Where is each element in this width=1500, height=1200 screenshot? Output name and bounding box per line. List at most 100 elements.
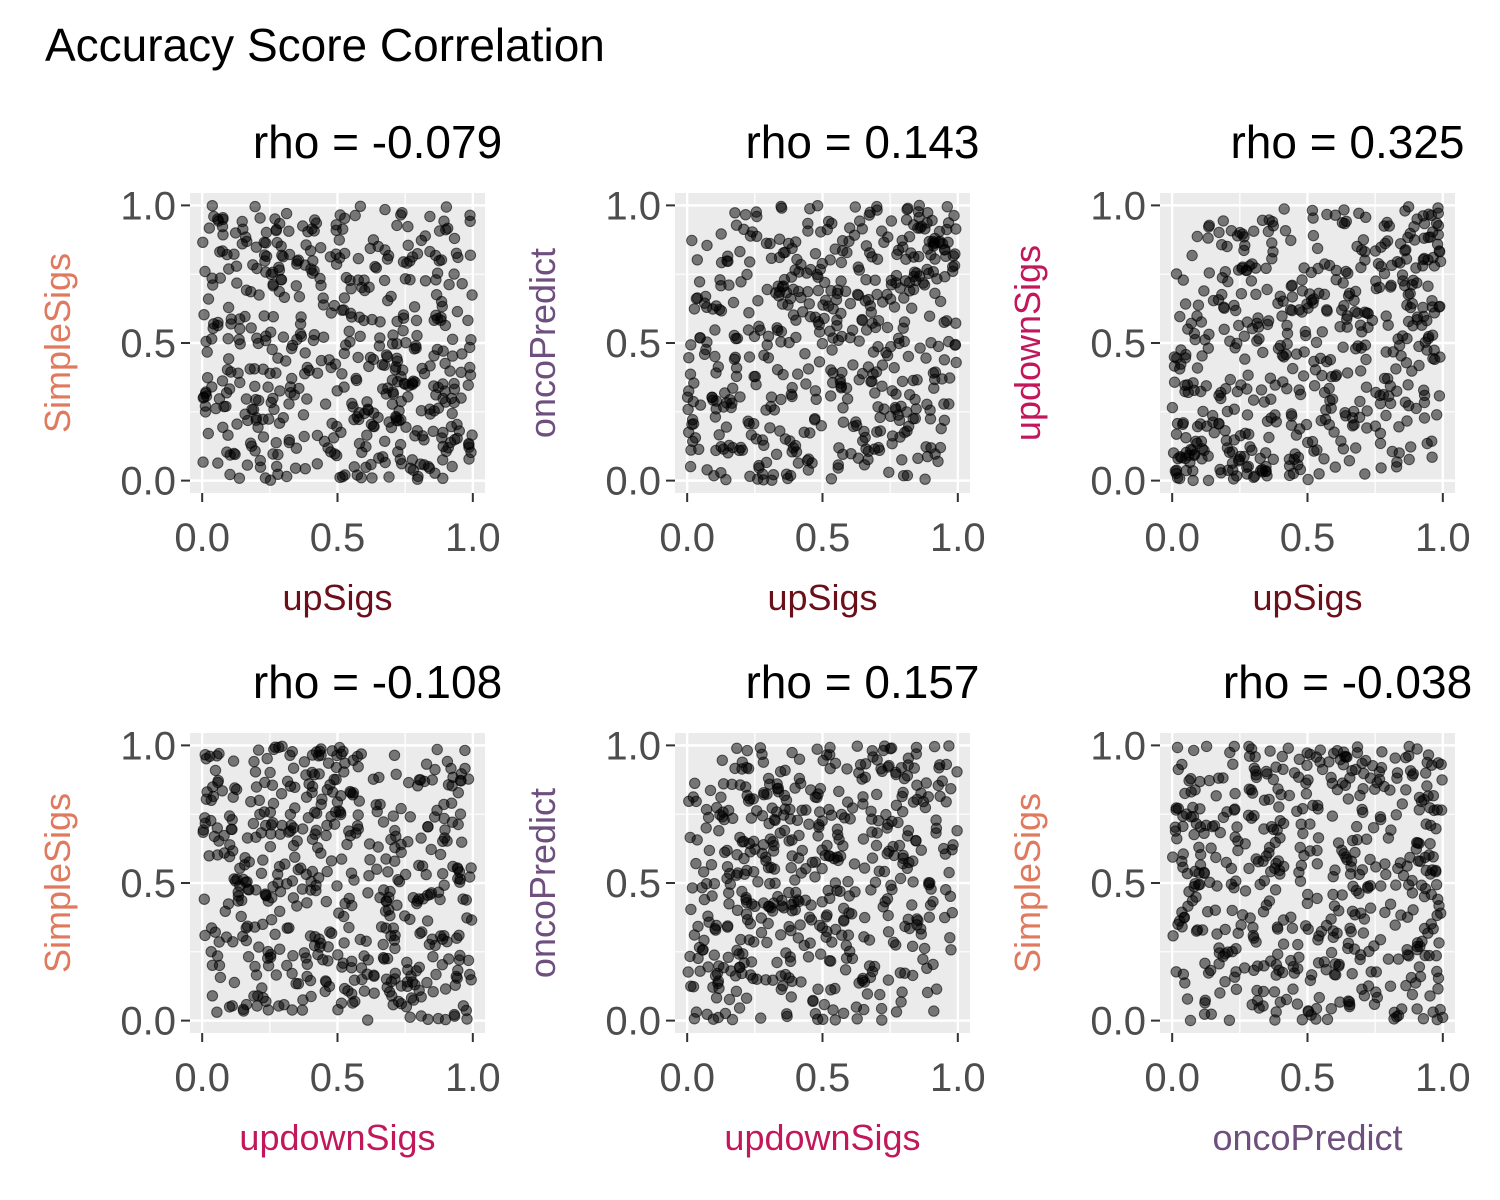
data-point: [355, 962, 368, 974]
data-point: [445, 797, 458, 809]
data-point: [436, 300, 448, 313]
data-point: [901, 862, 913, 874]
data-point: [1405, 441, 1417, 453]
data-point: [767, 469, 780, 481]
data-point: [924, 404, 936, 416]
data-point: [813, 356, 826, 368]
data-point: [701, 239, 713, 252]
data-point: [913, 199, 925, 212]
data-point: [1202, 474, 1215, 487]
data-point: [1326, 810, 1339, 822]
data-point: [1235, 919, 1247, 931]
data-point: [1380, 310, 1392, 322]
data-point: [1360, 833, 1373, 845]
data-point: [1426, 451, 1438, 463]
data-point: [875, 1002, 888, 1015]
data-point: [452, 964, 464, 976]
data-point: [837, 402, 849, 414]
data-point: [827, 303, 839, 315]
data-point: [733, 1002, 746, 1014]
y-axis-label: SimpleSigs: [37, 253, 78, 433]
data-point: [222, 301, 235, 314]
data-point: [1286, 291, 1299, 303]
data-point: [289, 781, 301, 793]
data-point: [859, 771, 871, 783]
data-point: [1371, 991, 1384, 1004]
data-point: [395, 802, 407, 815]
data-point: [1253, 333, 1265, 345]
data-point: [871, 288, 883, 301]
data-point: [1374, 934, 1387, 946]
data-point: [1177, 417, 1190, 429]
data-point: [1202, 232, 1214, 244]
data-point: [362, 887, 374, 899]
data-point: [367, 353, 380, 366]
panel-title: rho = -0.079: [253, 116, 502, 168]
data-point: [464, 215, 476, 228]
data-point: [275, 788, 288, 800]
data-point: [338, 292, 351, 304]
data-point: [737, 948, 749, 960]
data-point: [891, 248, 903, 261]
data-point: [424, 360, 436, 372]
data-point: [1213, 226, 1225, 239]
data-point: [1384, 784, 1396, 796]
data-point: [1194, 878, 1206, 891]
data-point: [214, 246, 226, 258]
data-point: [331, 880, 343, 892]
data-point: [1333, 905, 1345, 917]
data-point: [734, 391, 746, 403]
data-point: [1355, 365, 1367, 377]
data-point: [355, 748, 367, 760]
data-point: [1272, 783, 1284, 795]
data-point: [846, 952, 859, 965]
data-point: [906, 899, 918, 911]
y-tick-label: 1.0: [120, 184, 176, 228]
data-point: [227, 791, 239, 803]
data-point: [928, 740, 941, 753]
data-point: [386, 990, 398, 1002]
data-point: [1248, 964, 1260, 976]
y-tick-label: 0.0: [1090, 460, 1146, 504]
data-point: [901, 469, 914, 482]
x-tick-label: 0.0: [1144, 1056, 1200, 1100]
y-tick-label: 0.0: [120, 1000, 176, 1044]
data-point: [211, 1006, 223, 1018]
data-point: [1268, 986, 1281, 998]
data-point: [354, 200, 367, 213]
data-point: [368, 987, 380, 999]
data-point: [397, 325, 409, 337]
data-point: [910, 741, 923, 754]
data-point: [438, 215, 450, 227]
data-point: [433, 255, 445, 267]
data-point: [1390, 879, 1402, 891]
data-point: [1180, 432, 1192, 444]
data-point: [424, 210, 436, 223]
data-point: [928, 1005, 940, 1017]
data-point: [688, 377, 700, 389]
data-point: [802, 951, 815, 963]
data-point: [1413, 961, 1426, 973]
data-point: [223, 383, 236, 395]
data-point: [690, 795, 702, 808]
data-point: [1418, 396, 1431, 409]
data-point: [842, 875, 854, 888]
data-point: [335, 808, 347, 821]
data-point: [1414, 855, 1427, 867]
data-point: [457, 893, 469, 905]
data-point: [387, 388, 400, 400]
data-point: [752, 876, 764, 888]
data-point: [339, 212, 351, 225]
data-point: [263, 413, 275, 425]
data-point: [815, 226, 827, 238]
data-point: [859, 431, 871, 444]
data-point: [1249, 470, 1261, 482]
data-point: [1249, 765, 1262, 777]
data-point: [257, 992, 269, 1004]
y-axis-label: SimpleSigs: [1007, 793, 1048, 973]
data-point: [1418, 384, 1430, 396]
data-point: [823, 803, 835, 816]
data-point: [309, 828, 321, 840]
data-point: [1325, 771, 1337, 784]
data-point: [785, 924, 797, 937]
